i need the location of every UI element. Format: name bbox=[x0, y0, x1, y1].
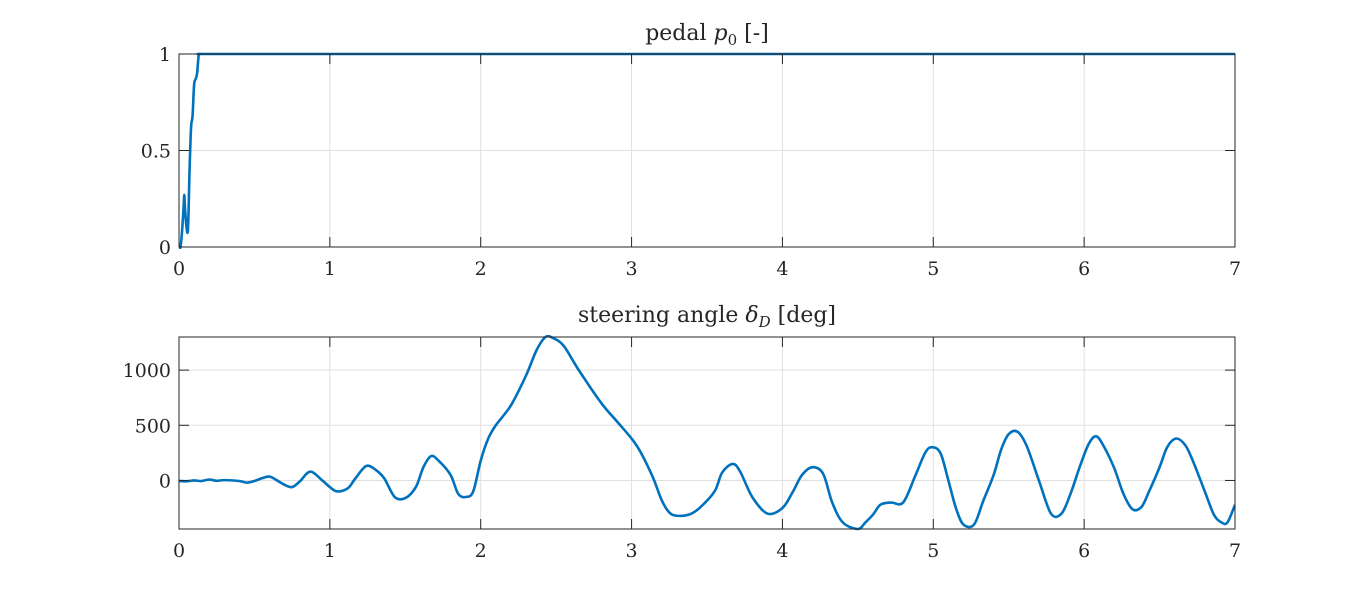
plot-pedal: 0 1 2 3 4 5 6 700.51 pedal p0 [-] bbox=[141, 21, 1241, 280]
x-tick-label: 5 bbox=[927, 258, 939, 280]
x-tick-label: 6 bbox=[1078, 540, 1090, 562]
x-tick-label: 0 bbox=[173, 258, 185, 280]
grid-lines bbox=[179, 54, 1235, 247]
x-tick-label: 4 bbox=[776, 258, 788, 280]
ticks: 0 1 2 3 4 5 6 7 0 0.5 1 bbox=[141, 44, 1241, 280]
chart-title-pedal: pedal p0 [-] bbox=[645, 21, 769, 49]
x-tick-label: 3 bbox=[626, 258, 638, 280]
title-symbol: p bbox=[714, 21, 728, 46]
x-tick-label: 6 bbox=[1078, 258, 1090, 280]
series-line-steering bbox=[179, 335, 1235, 531]
x-tick-label: 3 bbox=[626, 540, 638, 562]
axes-box bbox=[178, 336, 1236, 530]
chart-title-steering: steering angle δD [deg] bbox=[578, 303, 836, 331]
y-tick-label: 0 bbox=[159, 470, 171, 492]
x-tick-label: 7 bbox=[1229, 258, 1241, 280]
x-tick-label: 7 bbox=[1229, 540, 1241, 562]
y-tick-label: 1000 bbox=[123, 360, 171, 382]
ticks: 0 1 2 3 4 5 6 7 0 500 1000 bbox=[123, 337, 1241, 562]
x-tick-label: 1 bbox=[324, 540, 336, 562]
x-tick-label: 5 bbox=[927, 540, 939, 562]
y-tick-label: 0 bbox=[159, 237, 171, 259]
plot-steering: 0 1 2 3 4 5 6 7 0 500 1000 steering angle δD [deg] bbox=[123, 303, 1241, 562]
title-subscript: D bbox=[758, 313, 771, 331]
title-prefix: steering angle bbox=[578, 303, 745, 328]
x-tick-label: 0 bbox=[173, 540, 185, 562]
title-symbol: δ bbox=[745, 303, 758, 328]
title-prefix: pedal bbox=[645, 21, 713, 46]
title-suffix: [deg] bbox=[771, 303, 836, 328]
y-tick-label: 500 bbox=[135, 415, 171, 437]
title-subscript: 0 bbox=[728, 31, 738, 49]
y-tick-label: 1 bbox=[159, 44, 171, 66]
title-suffix: [-] bbox=[737, 21, 769, 46]
x-tick-label: 2 bbox=[475, 258, 487, 280]
x-tick-label: 4 bbox=[776, 540, 788, 562]
y-tick-label: 0.5 bbox=[141, 141, 171, 163]
x-tick-label: 2 bbox=[475, 540, 487, 562]
x-tick-label: 1 bbox=[324, 258, 336, 280]
